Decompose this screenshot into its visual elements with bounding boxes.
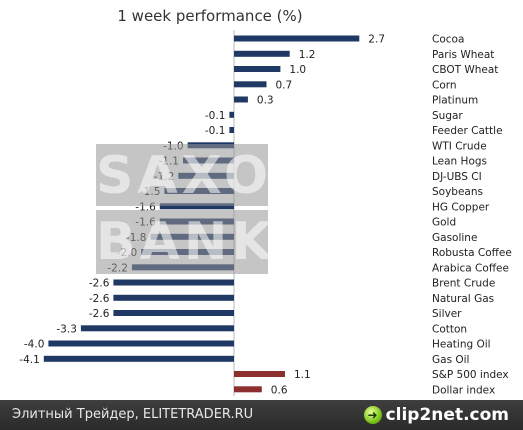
watermark-bottom-block	[96, 210, 268, 274]
value-label: -2.6	[89, 308, 110, 320]
bar-cocoa	[234, 35, 360, 42]
bar-dollar-index	[234, 386, 262, 393]
category-label: Gas Oil	[432, 354, 469, 366]
value-label: 1.2	[299, 49, 316, 61]
watermark-line1: SAXO	[96, 146, 273, 206]
value-label: 1.1	[294, 369, 311, 381]
value-label: 2.7	[368, 34, 385, 46]
category-label: Brent Crude	[432, 278, 495, 290]
category-label: Feeder Cattle	[432, 125, 503, 137]
category-label: Heating Oil	[432, 339, 491, 351]
value-label: 0.7	[276, 79, 293, 91]
category-label: Natural Gas	[432, 293, 494, 305]
value-label: -0.1	[205, 110, 226, 122]
footer-bar: Элитный Трейдер, ELITETRADER.RU ➜ clip2n…	[0, 400, 523, 430]
bar-sugar	[229, 111, 234, 118]
bar-s-p-500-index	[234, 371, 285, 377]
value-label: -4.1	[19, 354, 40, 366]
bar-corn	[234, 81, 267, 88]
chart-area: 1 week performance (%) 2.7 Cocoa 1.2 Paris …	[19, 7, 512, 396]
category-label: Gold	[432, 217, 456, 229]
clip2net-logo[interactable]: ➜ clip2net.com	[363, 405, 509, 425]
bar-feeder-cattle	[229, 127, 234, 133]
bar-cbot-wheat	[234, 66, 281, 72]
value-label: -2.6	[89, 293, 110, 305]
value-label: -2.6	[89, 278, 110, 290]
category-label: WTI Crude	[432, 140, 487, 152]
bar-brent-crude	[113, 279, 234, 286]
category-label: HG Copper	[432, 201, 490, 213]
bar-natural-gas	[113, 294, 234, 301]
category-label: CBOT Wheat	[432, 64, 498, 76]
bar-gas-oil	[43, 355, 234, 362]
category-label: Lean Hogs	[432, 156, 487, 168]
bar-silver	[113, 310, 234, 316]
bar-platinum	[234, 96, 248, 103]
category-label: Gasoline	[432, 232, 477, 244]
value-label: -4.0	[24, 339, 45, 351]
watermark-line2: BANK	[96, 212, 276, 272]
category-label: Cotton	[432, 323, 467, 335]
category-label: Platinum	[432, 95, 478, 107]
bar-hg-copper	[159, 203, 234, 210]
bar-cotton	[80, 325, 235, 332]
footer-source-text: Элитный Трейдер, ELITETRADER.RU	[12, 407, 254, 422]
category-label: Robusta Coffee	[432, 247, 512, 259]
category-label: Corn	[432, 79, 457, 91]
clip2net-icon: ➜	[363, 406, 382, 424]
category-label: Soybeans	[432, 186, 483, 198]
value-label: -3.3	[56, 323, 77, 335]
bar-paris-wheat	[234, 50, 290, 57]
category-label: Arabica Coffee	[432, 262, 509, 274]
category-label: DJ-UBS CI	[432, 171, 482, 183]
category-label: Cocoa	[432, 34, 464, 46]
chart-title: 1 week performance (%)	[117, 7, 303, 25]
category-label: Sugar	[432, 110, 463, 122]
category-label: Silver	[432, 308, 462, 320]
watermark-top-block	[96, 144, 268, 206]
bar-heating-oil	[48, 340, 235, 347]
category-label: S&P 500 index	[432, 369, 509, 381]
value-label: 0.6	[271, 384, 288, 396]
clip2net-logo-text: clip2net.com	[385, 405, 509, 425]
value-label: 1.0	[289, 64, 306, 76]
value-label: 0.3	[257, 95, 274, 107]
category-label: Paris Wheat	[432, 49, 494, 61]
category-label: Dollar index	[432, 384, 495, 396]
value-label: -0.1	[205, 125, 226, 137]
saxo-bank-watermark: SAXO BANK	[96, 144, 276, 274]
